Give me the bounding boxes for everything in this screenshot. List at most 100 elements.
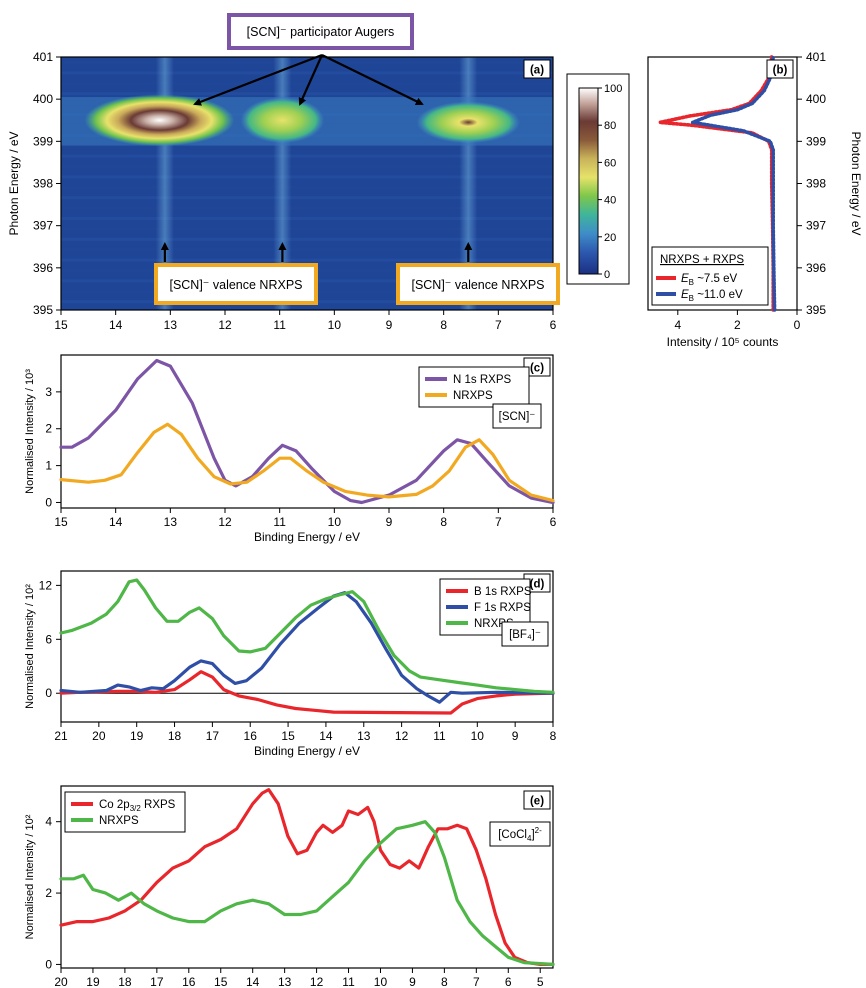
- series-line-2: [59, 820, 555, 966]
- x-tick-label: 12: [218, 318, 232, 332]
- text-span: ~11.0 eV: [694, 289, 743, 301]
- colorbar-tick-label: 80: [604, 120, 616, 132]
- panel-label: (e): [530, 796, 544, 808]
- species-label: [BF₄]⁻: [509, 629, 541, 641]
- y-axis-label: Photon Energy / eV: [7, 131, 21, 235]
- x-tick-label: 0: [794, 318, 801, 332]
- text-span: [CoCl: [498, 829, 527, 841]
- y-tick-label: 6: [45, 632, 52, 646]
- y-tick-label: 398: [806, 177, 826, 191]
- x-tick-label: 11: [342, 975, 355, 988]
- panel-label: (b): [773, 65, 788, 77]
- y-tick-label: 2: [45, 886, 52, 900]
- y-axis-label: Photon Energy / eV: [849, 131, 863, 235]
- x-tick-label: 20: [54, 975, 68, 988]
- text-span: E: [681, 273, 689, 285]
- x-tick-label: 11: [273, 318, 286, 332]
- text-span: RXPS: [141, 799, 176, 811]
- y-tick-label: 0: [45, 957, 52, 971]
- x-tick-label: 8: [550, 729, 557, 743]
- x-tick-label: 14: [109, 515, 123, 529]
- y-tick-label: 399: [33, 134, 53, 148]
- text-span: E: [681, 289, 689, 301]
- heatmap-streak: [61, 196, 553, 200]
- plot-frame: [60, 570, 554, 723]
- colorbar-tick-label: 100: [604, 83, 622, 95]
- plot-frame: [60, 785, 554, 969]
- x-tick-label: 13: [278, 975, 292, 988]
- legend-label: EB ~11.0 eV: [681, 289, 743, 303]
- colorbar-tick-label: 60: [604, 157, 616, 169]
- panel-label: (a): [530, 65, 544, 77]
- x-tick-label: 7: [495, 318, 502, 332]
- series-line-2: [690, 55, 777, 312]
- x-tick-label: 14: [319, 729, 333, 743]
- heatmap-streak: [61, 61, 553, 64]
- species-box: [492, 403, 542, 429]
- x-axis-label: Intensity / 10⁵ counts: [667, 335, 779, 349]
- heatmap-streak: [61, 71, 553, 75]
- heatmap-streak: [61, 248, 553, 252]
- x-tick-label: 19: [86, 975, 100, 988]
- text-span: ~7.5 eV: [694, 273, 737, 285]
- text-span: ]: [531, 829, 534, 841]
- colorbar-tick-label: 20: [604, 232, 616, 244]
- x-tick-label: 6: [550, 318, 557, 332]
- x-tick-label: 16: [182, 975, 196, 988]
- heatmap-streak: [61, 154, 553, 158]
- x-tick-label: 15: [54, 318, 68, 332]
- augers-callout-text: [SCN]⁻ participator Augers: [247, 25, 395, 39]
- x-tick-label: 15: [214, 975, 228, 988]
- text-span: 2-: [535, 826, 542, 835]
- x-tick-label: 5: [537, 975, 544, 988]
- heatmap-hotspot: [240, 97, 325, 144]
- y-tick-label: 1: [45, 459, 52, 473]
- heatmap-streak: [61, 258, 553, 262]
- auger-arrow: [298, 54, 324, 106]
- panel-label: (c): [530, 363, 544, 375]
- legend-box: [64, 791, 186, 833]
- x-tick-label: 21: [54, 729, 68, 743]
- y-tick-label: 398: [33, 177, 53, 191]
- x-tick-label: 13: [164, 318, 178, 332]
- legend-label: EB ~7.5 eV: [681, 273, 738, 287]
- auger-arrow: [321, 54, 424, 105]
- heatmap-streak: [61, 92, 553, 96]
- x-tick-label: 2: [734, 318, 741, 332]
- text-span: 4: [527, 834, 532, 843]
- x-tick-label: 6: [505, 975, 512, 988]
- text-span: Co 2p: [99, 799, 130, 811]
- panel-label-box: [766, 59, 794, 79]
- colorbar-tick-label: 0: [604, 269, 610, 281]
- colorbar-tick-label: 40: [604, 195, 616, 207]
- y-tick-label: 395: [33, 303, 53, 317]
- panel-label: (d): [530, 579, 545, 591]
- heatmap-streak: [61, 185, 553, 189]
- x-tick-label: 11: [273, 515, 286, 529]
- heatmap-hotspot: [416, 101, 521, 144]
- panel-label-box: [523, 790, 551, 810]
- x-tick-label: 16: [244, 729, 258, 743]
- x-tick-label: 9: [512, 729, 519, 743]
- y-tick-label: 395: [806, 303, 826, 317]
- colorbar-gradient: [578, 87, 599, 275]
- x-tick-label: 18: [118, 975, 132, 988]
- x-tick-label: 6: [550, 515, 557, 529]
- y-tick-label: 400: [33, 92, 53, 106]
- heatmap-streak: [61, 206, 553, 210]
- x-tick-label: 13: [164, 515, 178, 529]
- x-tick-label: 9: [409, 975, 416, 988]
- x-tick-label: 8: [441, 975, 448, 988]
- y-axis-label: Normalised Intensity / 10³: [24, 369, 36, 494]
- x-tick-label: 11: [433, 729, 446, 743]
- x-tick-label: 7: [473, 975, 480, 988]
- y-axis-label: Normalised Intensity / 10²: [24, 814, 36, 939]
- legend-label: F 1s RXPS: [474, 602, 531, 614]
- heatmap-streak: [61, 227, 553, 231]
- y-tick-label: 397: [806, 219, 826, 233]
- x-tick-label: 10: [328, 515, 342, 529]
- species-box: [501, 621, 549, 647]
- y-tick-label: 0: [45, 495, 52, 509]
- x-tick-label: 15: [54, 515, 68, 529]
